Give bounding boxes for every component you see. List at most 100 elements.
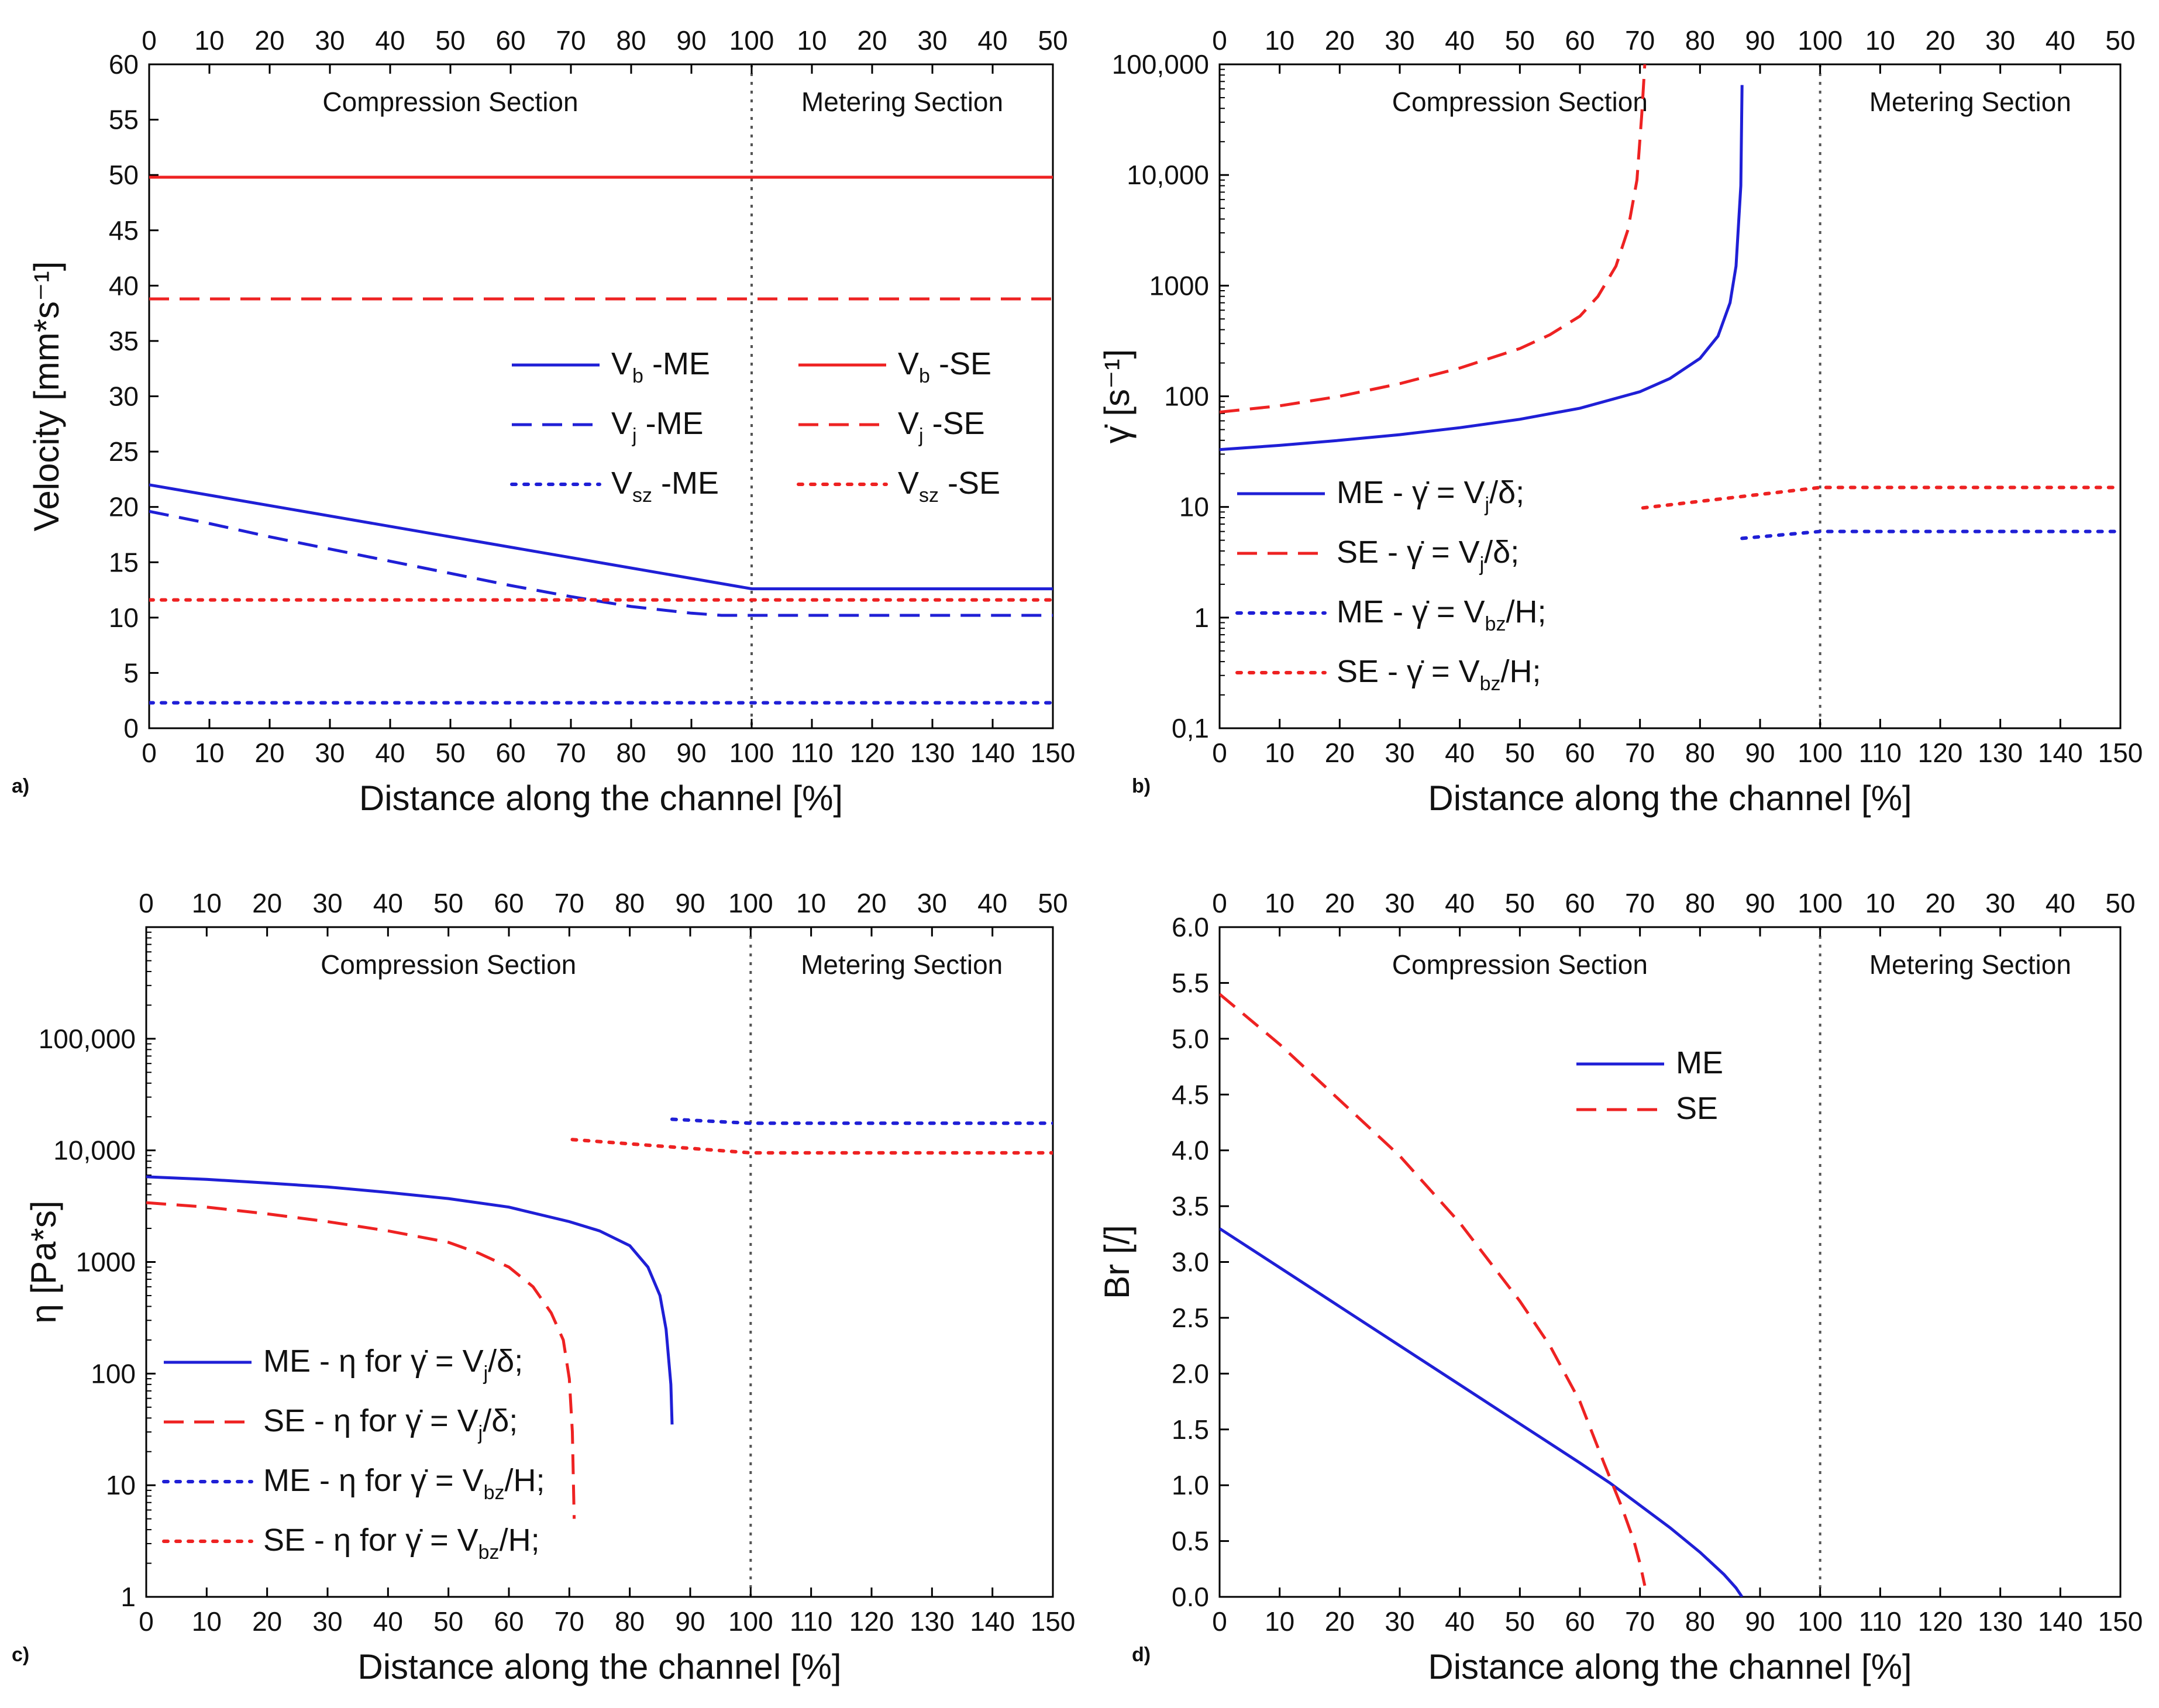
top-tick-label: 30 [1385,25,1414,56]
y-tick-label: 1000 [1149,270,1209,301]
legend-label: ME - γ̇ = Vj/δ; [1337,475,1524,516]
x-tick-label: 120 [1918,738,1963,768]
x-tick-label: 100 [729,738,774,768]
section-label-compression: Compression Section [1392,949,1648,980]
series-group [149,175,1053,705]
legend-label: Vb -SE [898,346,991,387]
x-tick-label: 50 [435,738,465,768]
x-tick-label: 130 [1978,1606,2023,1637]
y-tick-label: 10 [109,602,139,633]
top-tick-label: 50 [2105,888,2135,918]
x-tick-label: 40 [1445,1606,1475,1637]
legend-label: SE [1676,1091,1718,1126]
legend-label: ME - γ̇ = Vbz/H; [1337,594,1546,635]
series-line-a-0 [149,483,1053,591]
legend-label: Vsz -SE [898,466,1000,507]
top-tick-label: 10 [796,888,826,918]
x-tick-label: 120 [1918,1606,1963,1637]
x-tick-label: 100 [1798,738,1843,768]
y-tick-label: 1000 [76,1247,136,1277]
section-label-compression: Compression Section [322,87,578,117]
y-axis-title: η [Pa*s] [24,1200,63,1323]
x-tick-label: 0 [139,1606,154,1637]
panel-label: b) [1132,775,1151,797]
panel-a-velocity-chart: a) Compression Section Metering Section 0 1… [12,25,1075,818]
y-tick-label: 1.0 [1172,1470,1209,1500]
panel-label: c) [12,1644,29,1666]
y-tick-label: 10,000 [53,1135,136,1166]
x-tick-label: 10 [1265,738,1294,768]
x-tick-label: 60 [1565,1606,1595,1637]
y-tick-label: 6.0 [1172,912,1209,942]
x-tick-label: 10 [1265,1606,1294,1637]
legend: ME - γ̇ = Vj/δ; SE - γ̇ = Vj/δ; ME - γ̇ = … [1235,475,1546,695]
top-tick-label: 10 [1265,25,1294,56]
y-tick-label: 5.5 [1172,967,1209,998]
x-tick-label: 140 [2038,1606,2083,1637]
y-tick-label: 1.5 [1172,1414,1209,1445]
y-tick-label: 100,000 [39,1024,136,1054]
y-tick-label: 1 [1194,602,1209,633]
top-tick-label: 100 [729,25,774,56]
x-tick-label: 30 [1385,738,1414,768]
x-tick-label: 120 [849,1606,894,1637]
top-tick-label: 70 [1625,888,1655,918]
top-tick-label: 30 [1985,888,2015,918]
x-tick-label: 70 [1625,1606,1655,1637]
x-tick-label: 110 [790,1606,832,1637]
top-tick-label: 30 [917,888,947,918]
legend: ME - η for γ̇ = Vj/δ; SE - η for γ̇ = Vj/… [162,1344,545,1564]
top-tick-label: 20 [857,25,887,56]
legend-label: ME - η for γ̇ = Vbz/H; [263,1463,545,1504]
top-tick-label: 30 [1985,25,2015,56]
top-tick-label: 50 [1038,25,1068,56]
top-tick-label: 80 [1685,25,1715,56]
legend-label: ME [1676,1045,1723,1080]
y-tick-label: 40 [109,270,139,301]
top-tick-label: 90 [1745,25,1775,56]
legend-label: SE - γ̇ = Vbz/H; [1337,654,1541,695]
top-tick-label: 70 [556,25,586,56]
x-tick-label: 40 [1445,738,1475,768]
top-tick-label: 20 [856,888,886,918]
y-tick-label: 55 [109,105,139,135]
y-tick-label: 100 [1164,381,1209,412]
top-tick-label: 100 [1798,25,1843,56]
y-tick-label: 50 [109,160,139,190]
x-tick-label: 50 [433,1606,463,1637]
series-line-b-3 [1641,485,2120,510]
x-tick-label: 150 [1031,738,1076,768]
x-tick-label: 40 [373,1606,403,1637]
x-tick-label: 110 [790,738,833,768]
top-tick-label: 90 [675,888,705,918]
series-line-c-3 [570,1138,1053,1155]
y-tick-label: 2.0 [1172,1358,1209,1389]
top-tick-label: 100 [728,888,773,918]
y-tick-label: 20 [109,492,139,522]
x-tick-label: 80 [615,1606,645,1637]
x-tick-label: 20 [1325,738,1355,768]
panel-label: a) [12,775,29,797]
y-tick-label: 4.0 [1172,1135,1209,1166]
legend-label: Vj -ME [611,406,704,447]
x-tick-label: 20 [254,738,284,768]
section-label-compression: Compression Section [1392,87,1648,117]
x-tick-label: 50 [1505,738,1535,768]
top-tick-label: 40 [1445,888,1475,918]
top-tick-label: 20 [254,25,284,56]
y-axis-title: γ̇ [s⁻¹] [1097,349,1137,444]
y-axis-title: Br [/] [1097,1225,1137,1299]
x-tick-label: 30 [315,738,345,768]
top-tick-label: 60 [494,888,524,918]
series-line-d-0 [1220,1227,1744,1597]
y-axis-title: Velocity [mm*s⁻¹] [27,261,66,532]
top-tick-label: 50 [433,888,463,918]
x-tick-label: 140 [2038,738,2083,768]
x-tick-label: 130 [910,738,955,768]
x-tick-label: 150 [2098,1606,2143,1637]
y-tick-label: 10,000 [1127,160,1209,190]
top-tick-label: 50 [435,25,465,56]
plot-frame [1218,926,2122,1598]
top-tick-label: 100 [1798,888,1843,918]
top-tick-label: 30 [315,25,345,56]
